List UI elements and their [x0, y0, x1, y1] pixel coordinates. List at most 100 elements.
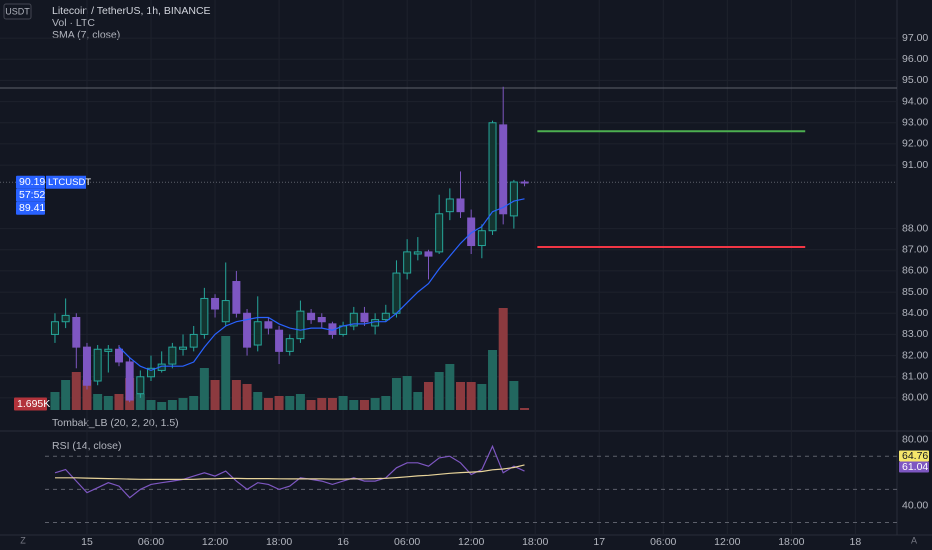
- rsi-tag-bg: [899, 450, 929, 462]
- candle-body: [509, 181, 518, 217]
- price-tick-label: 87.00: [902, 244, 928, 256]
- last-price-tag: 90.19: [19, 176, 45, 188]
- candle-body: [499, 124, 508, 215]
- rsi-tick-label: 80.00: [902, 433, 928, 445]
- volume-legend: Vol · LTC: [52, 17, 95, 29]
- candle-body: [296, 310, 305, 340]
- time-tick-label: 06:00: [650, 536, 676, 548]
- symbol-tag-bg: [46, 175, 86, 189]
- zoom-icon[interactable]: Z: [20, 535, 26, 545]
- volume-bar: [178, 398, 188, 410]
- candle-body: [317, 317, 326, 323]
- price-tick-label: 82.00: [902, 349, 928, 361]
- candle-body: [253, 321, 262, 346]
- volume-bar: [456, 381, 466, 410]
- volume-bar: [434, 371, 444, 410]
- volume-bar: [274, 395, 284, 410]
- volume-bar: [391, 378, 401, 410]
- price-tick-label: 81.00: [902, 371, 928, 383]
- currency-box[interactable]: [3, 3, 32, 20]
- candle-body: [61, 314, 70, 323]
- volume-bar: [114, 394, 124, 410]
- candle-body: [467, 217, 476, 247]
- rsi-tag: 64.76: [902, 450, 928, 462]
- candle-body: [424, 251, 433, 257]
- countdown-tag-bg: [16, 188, 45, 202]
- time-tick-label: 16: [337, 536, 349, 548]
- symbol-tag: LTCUSDT: [48, 177, 91, 188]
- rsi-tag-bg: [899, 461, 929, 473]
- volume-bar: [189, 395, 199, 410]
- candle-body: [147, 367, 156, 378]
- volume-bar: [93, 394, 103, 410]
- volume-bar: [210, 379, 220, 410]
- candle-body: [50, 321, 59, 335]
- volume-bar: [135, 394, 145, 410]
- candle-body: [93, 348, 102, 382]
- volume-bar: [263, 398, 273, 410]
- volume-bar: [50, 391, 60, 410]
- candle-body: [243, 312, 252, 348]
- volume-bar: [498, 308, 508, 410]
- volume-bar: [146, 399, 156, 410]
- time-tick-label: 12:00: [458, 536, 484, 548]
- candle-body: [520, 181, 529, 184]
- candle-body: [435, 213, 444, 253]
- volume-bar: [359, 399, 369, 410]
- candle-body: [488, 122, 497, 232]
- candle-body: [349, 312, 358, 327]
- time-tick-label: 06:00: [394, 536, 420, 548]
- volume-bar: [349, 399, 359, 410]
- volume-bar: [231, 379, 241, 410]
- candle-body: [360, 312, 369, 323]
- auto-scale-icon[interactable]: A: [911, 535, 917, 545]
- currency[interactable]: USDT: [5, 6, 30, 16]
- volume-bar: [199, 368, 209, 410]
- candle-body: [200, 297, 209, 335]
- candle-body: [104, 348, 113, 352]
- time-tick-label: 15: [81, 536, 93, 548]
- candle-body: [189, 333, 198, 348]
- countdown-tag: 57:52: [19, 189, 45, 201]
- volume-bar: [285, 395, 295, 410]
- sma-legend: SMA (7, close): [52, 29, 120, 41]
- price-tick-label: 86.00: [902, 265, 928, 277]
- volume-bar: [509, 381, 519, 410]
- price-tick-label: 95.00: [902, 74, 928, 86]
- volume-bar: [221, 335, 231, 410]
- candle-body: [445, 198, 454, 213]
- candle-body: [82, 346, 91, 386]
- time-tick-label: 06:00: [138, 536, 164, 548]
- candle-body: [168, 346, 177, 365]
- sma-tag-bg: [16, 201, 45, 215]
- volume-bar: [466, 381, 476, 410]
- price-tick-label: 93.00: [902, 117, 928, 129]
- time-tick-label: 18:00: [266, 536, 292, 548]
- indicator-legend: Tombak_LB (20, 2, 20, 1.5): [52, 417, 179, 429]
- rsi-tag: 61.04: [902, 461, 928, 473]
- volume-bar: [445, 364, 455, 410]
- volume-bar: [317, 398, 327, 410]
- volume-bar: [402, 375, 412, 410]
- candle-body: [403, 251, 412, 274]
- volume-bar: [61, 379, 71, 410]
- volume-bar: [327, 398, 337, 410]
- candle-body: [232, 281, 241, 314]
- volume-bar: [381, 395, 391, 410]
- candle-body: [221, 300, 230, 323]
- volume-bar: [253, 391, 263, 410]
- volume-bar: [488, 349, 498, 410]
- candle-body: [392, 272, 401, 314]
- candle-body: [136, 376, 145, 395]
- price-tick-label: 88.00: [902, 222, 928, 234]
- volume-bar: [306, 399, 316, 410]
- price-tick-label: 97.00: [902, 32, 928, 44]
- candle-body: [307, 312, 316, 321]
- rsi-line: [55, 464, 525, 480]
- volume-bar: [242, 384, 252, 410]
- candle-body: [285, 338, 294, 352]
- candle-body: [114, 348, 123, 363]
- volume-bar: [413, 391, 423, 410]
- volume-bar: [103, 395, 113, 410]
